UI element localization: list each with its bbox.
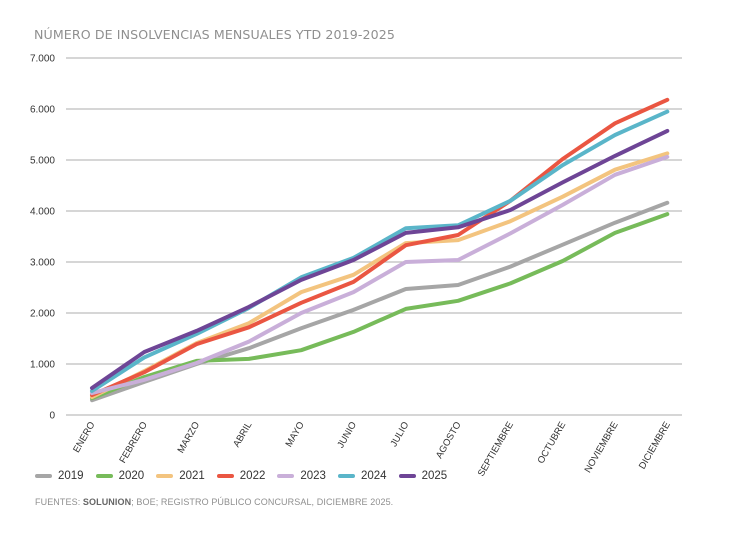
source-prefix: FUENTES:	[35, 497, 83, 507]
y-tick-label: 0	[49, 411, 55, 422]
legend-item-2024: 2024	[337, 470, 387, 482]
source-bold: SOLUNION	[82, 497, 132, 507]
legend-item-2020: 2020	[95, 470, 145, 482]
series-line-2024	[90, 109, 670, 393]
legend-swatch	[398, 474, 416, 478]
legend-label: 2020	[118, 470, 145, 482]
source-rest: ; BOE; REGISTRO PÚBLICO CONCURSAL, DICIE…	[131, 497, 394, 507]
legend-label: 2024	[360, 470, 387, 482]
x-tick-label: DICIEMBRE	[637, 420, 673, 471]
y-tick-label: 1.000	[30, 360, 55, 371]
x-tick-label: JULIO	[388, 420, 411, 449]
y-tick-label: 3.000	[30, 258, 55, 269]
x-tick-label: OCTUBRE	[536, 420, 569, 466]
legend-item-2019: 2019	[35, 470, 84, 482]
x-tick-label: ENERO	[71, 420, 97, 455]
x-tick-label: AGOSTO	[434, 420, 464, 461]
x-tick-label: ABRIL	[231, 420, 254, 449]
y-tick-label: 2.000	[30, 309, 55, 320]
legend-item-2021: 2021	[156, 470, 205, 482]
source-note: FUENTES: SOLUNION; BOE; REGISTRO PÚBLICO…	[35, 497, 393, 507]
legend-swatch	[35, 474, 52, 478]
chart-title: NÚMERO DE INSOLVENCIAS MENSUALES YTD 201…	[34, 27, 395, 42]
legend-label: 2019	[58, 470, 84, 482]
y-tick-label: 5.000	[30, 156, 55, 167]
legend-label: 2025	[421, 470, 448, 482]
legend-swatch	[337, 474, 355, 478]
legend-item-2023: 2023	[277, 470, 326, 482]
legend-swatch	[95, 474, 113, 478]
legend-swatch	[216, 474, 234, 478]
legend-item-2022: 2022	[216, 470, 266, 482]
x-tick-label: NOVIEMBRE	[583, 420, 621, 475]
x-tick-label: SEPTIEMBRE	[476, 420, 516, 479]
series-line-2022	[90, 97, 670, 398]
series-line-2025	[90, 128, 670, 390]
series-line-2023	[90, 154, 670, 396]
y-tick-label: 7.000	[30, 54, 55, 65]
legend-item-2025: 2025	[398, 470, 448, 482]
x-tick-label: MARZO	[176, 420, 203, 455]
series-lines	[90, 97, 670, 403]
x-tick-label: JUNIO	[335, 420, 359, 450]
legend-label: 2023	[300, 470, 326, 482]
legend-swatch	[156, 474, 174, 478]
legend-swatch	[277, 474, 295, 478]
x-tick-label: FEBRERO	[117, 420, 149, 465]
y-tick-label: 4.000	[30, 207, 55, 218]
legend: 2019 2020 2021 2022 2023 2024 2025	[35, 470, 459, 482]
legend-label: 2021	[179, 470, 205, 482]
y-tick-label: 6.000	[30, 105, 55, 116]
series-line-2020	[90, 212, 670, 401]
y-axis-ticks: 0 1.000 2.000 3.000 4.000 5.000 6.000 7.000	[30, 54, 55, 422]
x-tick-label: MAYO	[284, 420, 307, 449]
legend-label: 2022	[239, 470, 266, 482]
